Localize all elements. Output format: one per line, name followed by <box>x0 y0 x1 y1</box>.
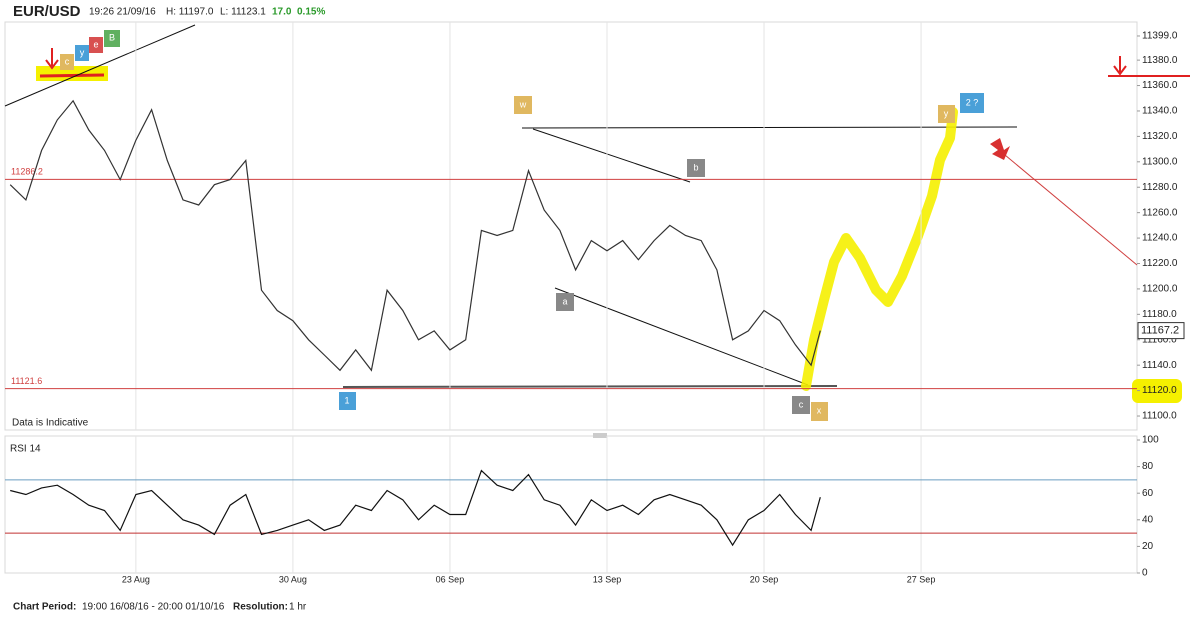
period-label: Chart Period: <box>13 602 76 613</box>
y-tick-label: 100 <box>1142 435 1159 446</box>
badge-label: y <box>80 47 85 57</box>
rsi-title: RSI 14 <box>10 444 41 455</box>
highlight <box>1132 379 1182 403</box>
arrow <box>45 48 59 70</box>
y-tick-label: 11320.0 <box>1142 131 1178 142</box>
badge-label: a <box>562 296 567 306</box>
arrow <box>990 138 1010 160</box>
last-price-label: 11167.2 <box>1141 325 1179 337</box>
symbol: EUR/USD <box>13 3 81 20</box>
projection <box>801 107 958 391</box>
y-tick-label: 11140.0 <box>1142 360 1177 371</box>
badge-label: 2 ? <box>966 97 979 107</box>
badge <box>75 45 89 61</box>
y-tick-label: 11160.0 <box>1142 334 1177 345</box>
trend-line <box>342 385 838 388</box>
y-tick-label: 80 <box>1142 461 1154 472</box>
y-tick-label: 11340.0 <box>1142 106 1178 117</box>
trend-line <box>532 128 691 183</box>
y-tick-label: 11280.0 <box>1142 182 1178 193</box>
badge <box>104 30 120 47</box>
y-tick-label: 11180.0 <box>1142 309 1177 320</box>
y-tick-label: 0 <box>1142 568 1148 579</box>
rsi-panel <box>4 435 1138 574</box>
badge-label: w <box>519 99 527 109</box>
level-label: 11286.2 <box>11 167 43 177</box>
period: 19:00 16/08/16 - 20:00 01/10/16 <box>82 602 225 613</box>
y-tick-label: 11200.0 <box>1142 284 1178 295</box>
y-tick-label: 11240.0 <box>1142 233 1178 244</box>
badge-label: x <box>817 405 822 415</box>
badge <box>339 392 356 410</box>
annotation-badges: c y e B w b a 1 c x y 2 ? <box>60 30 984 421</box>
y-tick-label: 11380.0 <box>1142 55 1178 66</box>
y-tick-label: 40 <box>1142 514 1154 525</box>
badge <box>514 96 532 114</box>
panel-handle <box>593 433 607 438</box>
series-line <box>9 99 821 372</box>
trend-line <box>4 24 196 107</box>
badge-label: c <box>799 399 804 409</box>
trend-line <box>521 126 1018 129</box>
last-price-box <box>1137 322 1185 340</box>
high: H: 11197.0 <box>166 7 214 18</box>
x-tick-label: 27 Sep <box>907 574 936 584</box>
badge <box>687 159 705 177</box>
badge-label: 1 <box>344 395 349 405</box>
low: L: 11123.1 <box>220 7 266 18</box>
trend-line <box>1004 154 1138 266</box>
badge <box>89 37 103 53</box>
y-tick-label: 11220.0 <box>1142 258 1178 269</box>
resolution-label: Resolution: <box>233 602 288 613</box>
y-tick-label: 11120.0 <box>1142 385 1177 396</box>
level-label: 11121.6 <box>11 376 42 386</box>
badge-label: e <box>93 39 98 49</box>
badge <box>60 54 74 70</box>
y-tick-label: 11399.0 <box>1142 31 1178 42</box>
badge <box>792 396 810 414</box>
trend-line <box>554 287 809 386</box>
y-tick-label: 11260.0 <box>1142 207 1178 218</box>
price-panel <box>4 21 1138 431</box>
resolution: 1 hr <box>289 602 307 613</box>
change: 17.0 <box>272 7 292 18</box>
y-tick-label: 11100.0 <box>1142 411 1177 422</box>
y-tick-label: 11300.0 <box>1142 156 1178 167</box>
series-line <box>10 469 821 547</box>
y-tick-label: 60 <box>1142 488 1154 499</box>
time: 19:26 21/09/16 <box>89 7 156 18</box>
x-tick-label: 13 Sep <box>593 574 622 584</box>
x-tick-label: 30 Aug <box>279 574 307 584</box>
y-tick-label: 11360.0 <box>1142 80 1178 91</box>
badge <box>960 93 984 113</box>
x-tick-label: 20 Sep <box>750 574 779 584</box>
red-mark <box>39 73 105 78</box>
drawings <box>4 24 1190 403</box>
arrow <box>1113 56 1127 76</box>
x-tick-label: 06 Sep <box>436 574 465 584</box>
badge <box>811 402 828 421</box>
badge <box>938 105 955 123</box>
badge <box>556 293 574 311</box>
y-tick-label: 20 <box>1142 541 1154 552</box>
note: Data is Indicative <box>12 418 89 429</box>
x-tick-label: 23 Aug <box>122 574 150 584</box>
badge-label: b <box>693 162 698 172</box>
change-pct: 0.15% <box>297 7 325 18</box>
badge-label: y <box>944 108 949 118</box>
badge-label: c <box>65 56 70 66</box>
badge-label: B <box>109 32 115 42</box>
